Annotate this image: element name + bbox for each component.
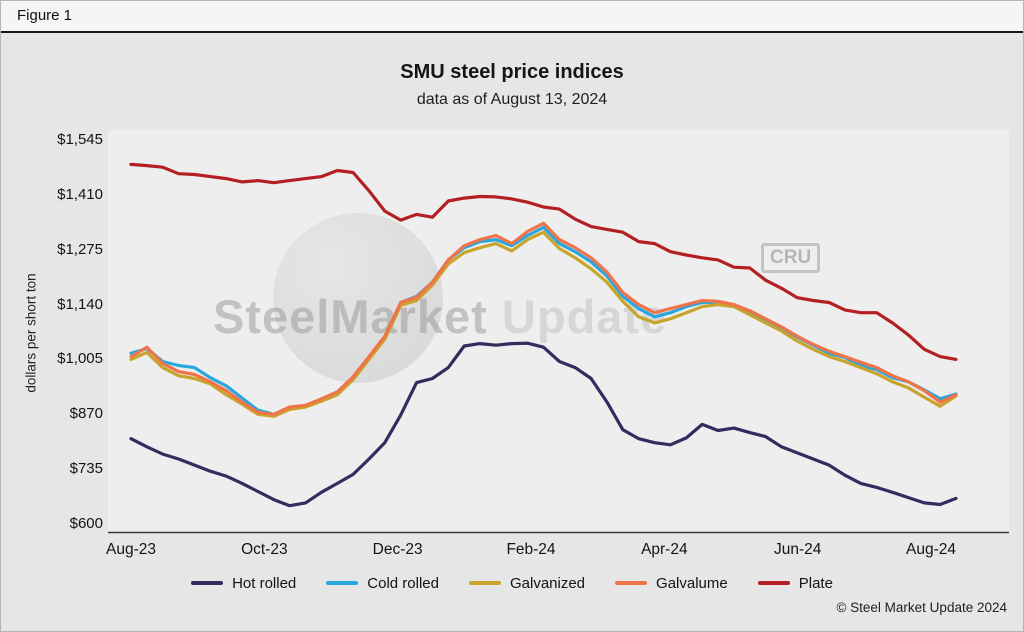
chart-title: SMU steel price indices [400,61,624,83]
legend-swatch-galvalume [615,581,648,585]
legend-item-galvalume: Galvalume [615,575,728,592]
legend-label: Hot rolled [232,574,297,592]
y-tick-label: $1,275 [57,240,103,258]
y-tick-label: $1,410 [57,185,103,203]
legend-label: Cold rolled [367,574,439,592]
series-line-galvalume [129,221,958,416]
chart-subtitle: data as of August 13, 2024 [416,91,608,108]
legend-label: Galvanized [509,574,586,592]
plot-background [108,130,1009,532]
legend-swatch-hot-rolled [191,581,224,585]
legend-swatch-plate [757,581,790,585]
series-line-galvanized [129,230,958,418]
legend-item-plate: Plate [757,574,833,592]
series-line-plate [129,162,958,361]
watermark-brand-bold: SteelMarket [213,290,488,343]
x-tick-label: Jun-24 [773,541,822,558]
y-tick-label: $1,140 [57,295,103,313]
x-tick-label: Aug-24 [906,541,956,558]
x-tick-label: Apr-24 [641,541,688,558]
legend-item-cold-rolled: Cold rolled [326,575,439,592]
legend-label: Plate [798,574,833,592]
x-tick-label: Aug-23 [106,541,156,558]
x-tick-label: Dec-23 [372,541,423,558]
figure-header: Figure 1 [1,1,1023,33]
y-tick-label: $870 [69,405,103,423]
y-tick-label: $1,545 [57,131,103,148]
y-tick-label: $600 [69,515,103,532]
legend-item-hot-rolled: Hot rolled [191,575,296,592]
x-tick-label: Feb-24 [506,541,556,558]
y-tick-label: $1,005 [57,350,103,368]
legend-swatch-galvanized [468,581,501,585]
x-tick-label: Oct-23 [241,541,288,558]
legend: Hot rolled Cold rolled Galvanized Galvalume… [1,571,1023,595]
y-tick-label: $735 [69,460,103,478]
legend-swatch-cold-rolled [326,581,359,585]
cru-logo: CRU [761,243,821,273]
series-line-hot-rolled [129,341,958,508]
figure-label: Figure 1 [17,7,73,24]
legend-item-galvanized: Galvanized [468,574,586,592]
copyright: © Steel Market Update 2024 [836,600,1007,615]
legend-label: Galvalume [656,574,728,592]
series-line-cold-rolled [129,225,958,416]
